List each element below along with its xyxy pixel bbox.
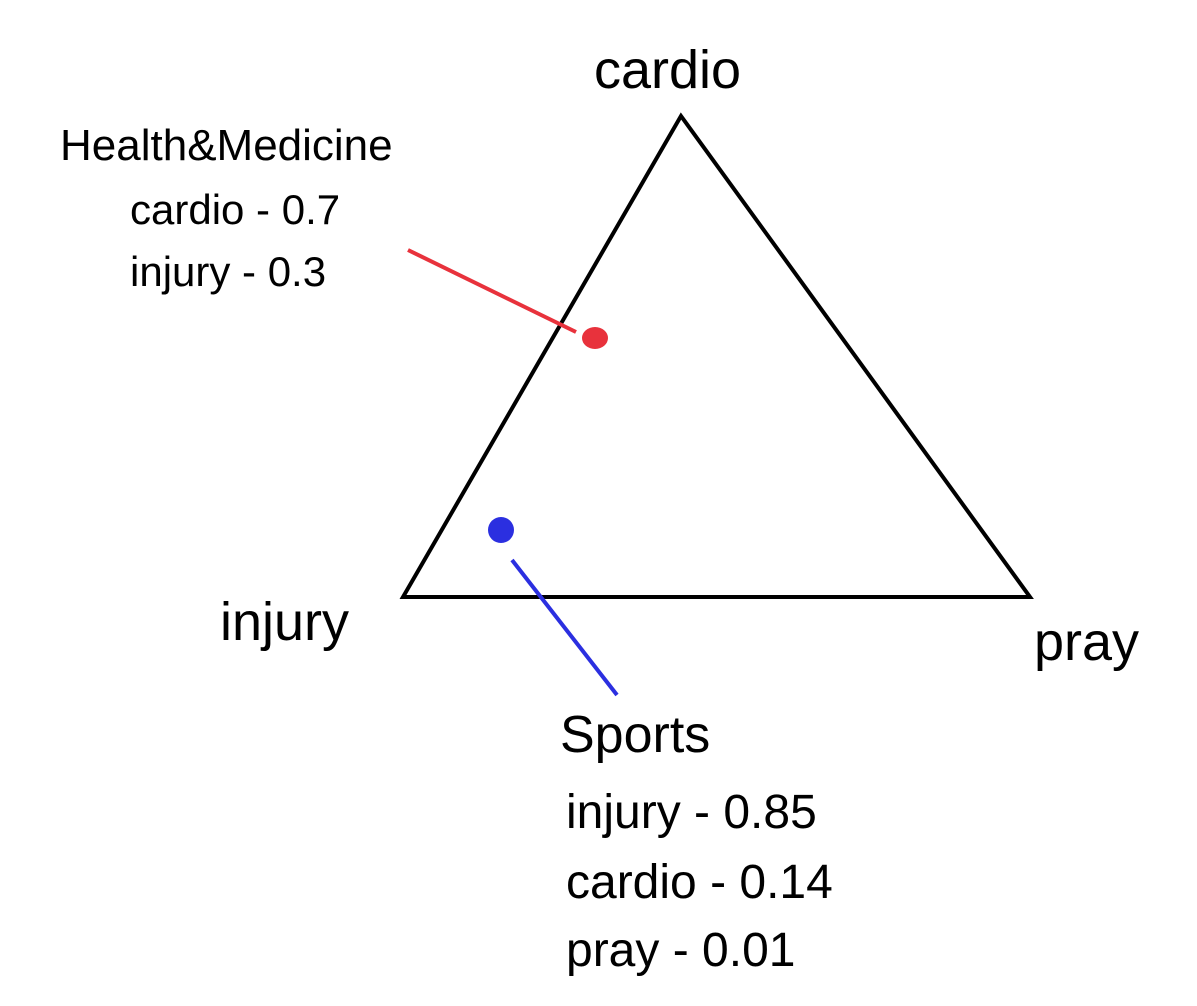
health-entry: injury - 0.3 (130, 248, 326, 295)
sports-entry: pray - 0.01 (566, 924, 795, 977)
health-point (582, 327, 608, 349)
health-leader-line (407, 248, 577, 334)
sports-entry: injury - 0.85 (566, 786, 817, 839)
health-title: Health&Medicine (60, 121, 393, 170)
sports-entry: cardio - 0.14 (566, 856, 833, 909)
vertex-label-cardio: cardio (594, 40, 741, 100)
sports-title: Sports (560, 706, 710, 764)
health-label-block: Health&Medicine cardio - 0.7 injury - 0.… (60, 121, 393, 295)
vertex-label-injury: injury (220, 592, 349, 652)
sports-point (488, 517, 514, 543)
sports-leader-line (510, 558, 619, 697)
health-entry: cardio - 0.7 (130, 186, 340, 233)
sports-label-block: Sports injury - 0.85 cardio - 0.14 pray … (560, 706, 833, 977)
simplex-triangle (399, 112, 1034, 599)
vertex-label-pray: pray (1034, 612, 1139, 672)
